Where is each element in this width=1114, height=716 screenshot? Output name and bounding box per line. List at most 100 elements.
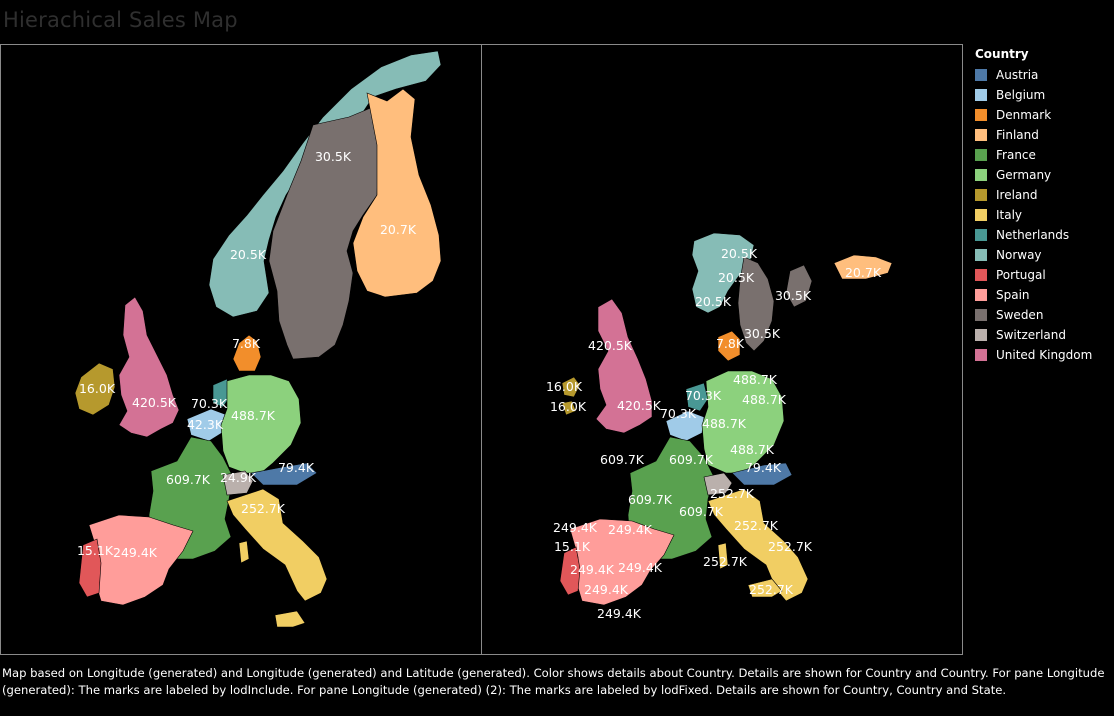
legend-item-portugal[interactable]: Portugal xyxy=(975,265,1111,285)
legend-item-finland[interactable]: Finland xyxy=(975,125,1111,145)
region-ireland-2[interactable] xyxy=(561,400,577,416)
map-label-norway: 20.5K xyxy=(721,246,758,261)
region-finland[interactable] xyxy=(352,88,442,298)
legend-label: Norway xyxy=(996,248,1042,262)
region-ireland[interactable] xyxy=(74,362,116,416)
map-label-finland: 20.7K xyxy=(845,265,882,280)
region-norway[interactable] xyxy=(691,232,755,314)
region-united-kingdom[interactable] xyxy=(595,298,653,434)
region-austria[interactable] xyxy=(731,462,793,486)
map-label-germany: 488.7K xyxy=(231,408,276,423)
map-label-portugal: 15.1K xyxy=(77,543,114,558)
region-italy-sardinia[interactable] xyxy=(238,540,250,564)
region-united-kingdom[interactable] xyxy=(118,296,180,438)
region-spain[interactable] xyxy=(88,514,194,606)
map-label-austria: 79.4K xyxy=(278,460,315,475)
map-label-spain: 249.4K xyxy=(570,562,615,577)
legend-label: Spain xyxy=(996,288,1030,302)
region-portugal[interactable] xyxy=(78,538,102,598)
country-legend: Country Austria Belgium Denmark Finland Fran… xyxy=(975,47,1111,365)
region-italy[interactable] xyxy=(226,488,328,602)
legend-label: Germany xyxy=(996,168,1052,182)
region-belgium[interactable] xyxy=(665,410,705,442)
legend-item-france[interactable]: France xyxy=(975,145,1111,165)
map-label-ireland: 16.0K xyxy=(546,379,583,394)
legend-swatch xyxy=(975,169,987,181)
map-pane-country-level[interactable]: 30.5K 20.7K 20.5K 7.8K 16.0K 420.5K 70.3… xyxy=(0,44,482,655)
map-label-france: 609.7K xyxy=(628,492,673,507)
legend-item-spain[interactable]: Spain xyxy=(975,285,1111,305)
legend-item-sweden[interactable]: Sweden xyxy=(975,305,1111,325)
region-italy-sicily[interactable] xyxy=(747,578,783,598)
legend-label: Denmark xyxy=(996,108,1052,122)
legend-swatch xyxy=(975,269,987,281)
legend-item-italy[interactable]: Italy xyxy=(975,205,1111,225)
map-label-ireland: 16.0K xyxy=(79,381,116,396)
map-label-belgium: 42.3K xyxy=(187,417,224,432)
region-netherlands[interactable] xyxy=(685,382,709,412)
region-germany[interactable] xyxy=(220,374,302,474)
legend-label: Switzerland xyxy=(996,328,1066,342)
map-label-germany: 488.7K xyxy=(742,392,787,407)
legend-item-norway[interactable]: Norway xyxy=(975,245,1111,265)
legend-item-germany[interactable]: Germany xyxy=(975,165,1111,185)
region-portugal[interactable] xyxy=(559,546,581,596)
region-italy[interactable] xyxy=(707,488,809,602)
region-denmark[interactable] xyxy=(232,334,262,372)
legend-swatch xyxy=(975,69,987,81)
legend-swatch xyxy=(975,149,987,161)
legend-label: Netherlands xyxy=(996,228,1070,242)
legend-item-belgium[interactable]: Belgium xyxy=(975,85,1111,105)
legend-swatch xyxy=(975,109,987,121)
region-sweden-east[interactable] xyxy=(785,264,813,308)
map-label-netherlands: 70.3K xyxy=(685,388,722,403)
region-italy-sicily[interactable] xyxy=(274,610,306,628)
legend-swatch xyxy=(975,89,987,101)
legend-item-ireland[interactable]: Ireland xyxy=(975,185,1111,205)
map-label-switzerland: 24.9K xyxy=(220,470,257,485)
map-label-norway: 20.5K xyxy=(695,294,732,309)
legend-swatch xyxy=(975,229,987,241)
region-finland[interactable] xyxy=(833,254,893,280)
legend-item-switzerland[interactable]: Switzerland xyxy=(975,325,1111,345)
map-label-germany: 488.7K xyxy=(702,416,747,431)
region-sweden[interactable] xyxy=(737,256,775,352)
legend-swatch xyxy=(975,289,987,301)
legend-label: Austria xyxy=(996,68,1039,82)
map-label-italy: 252.7K xyxy=(734,518,779,533)
region-ireland[interactable] xyxy=(561,376,581,398)
map-label-spain: 249.4K xyxy=(608,522,653,537)
region-germany[interactable] xyxy=(701,370,785,474)
map-label-united-kingdom: 420.5K xyxy=(132,395,177,410)
right-map-svg: 20.5K 20.5K 20.5K 30.5K 30.5K 20.7K 7.8K… xyxy=(546,232,893,621)
legend-item-united-kingdom[interactable]: United Kingdom xyxy=(975,345,1111,365)
map-label-france: 609.7K xyxy=(669,452,714,467)
legend-swatch xyxy=(975,189,987,201)
legend-label: Belgium xyxy=(996,88,1046,102)
legend-label: Italy xyxy=(996,208,1023,222)
legend-label: United Kingdom xyxy=(996,348,1093,362)
legend-label: Finland xyxy=(996,128,1039,142)
map-caption: Map based on Longitude (generated) and L… xyxy=(2,666,1105,697)
region-italy-sardinia[interactable] xyxy=(717,542,729,570)
map-label-italy: 252.7K xyxy=(768,539,813,554)
legend-title: Country xyxy=(975,47,1029,61)
region-denmark[interactable] xyxy=(717,330,741,362)
legend-label: Sweden xyxy=(996,308,1044,322)
map-label-austria: 79.4K xyxy=(745,460,782,475)
region-austria[interactable] xyxy=(250,462,318,486)
map-label-norway: 20.5K xyxy=(718,270,755,285)
legend-label: Ireland xyxy=(996,188,1038,202)
map-label-united-kingdom: 420.5K xyxy=(617,398,662,413)
region-switzerland[interactable] xyxy=(222,470,254,496)
legend-swatch xyxy=(975,349,987,361)
legend-item-austria[interactable]: Austria xyxy=(975,65,1111,85)
map-label-united-kingdom: 420.5K xyxy=(588,338,633,353)
legend-item-denmark[interactable]: Denmark xyxy=(975,105,1111,125)
legend-item-netherlands[interactable]: Netherlands xyxy=(975,225,1111,245)
region-switzerland[interactable] xyxy=(703,472,733,496)
dashboard-title: Hierachical Sales Map xyxy=(3,8,238,32)
map-pane-state-level[interactable]: 20.5K 20.5K 20.5K 30.5K 30.5K 20.7K 7.8K… xyxy=(481,44,963,655)
map-label-denmark: 7.8K xyxy=(716,336,745,351)
legend-label: Portugal xyxy=(996,268,1046,282)
